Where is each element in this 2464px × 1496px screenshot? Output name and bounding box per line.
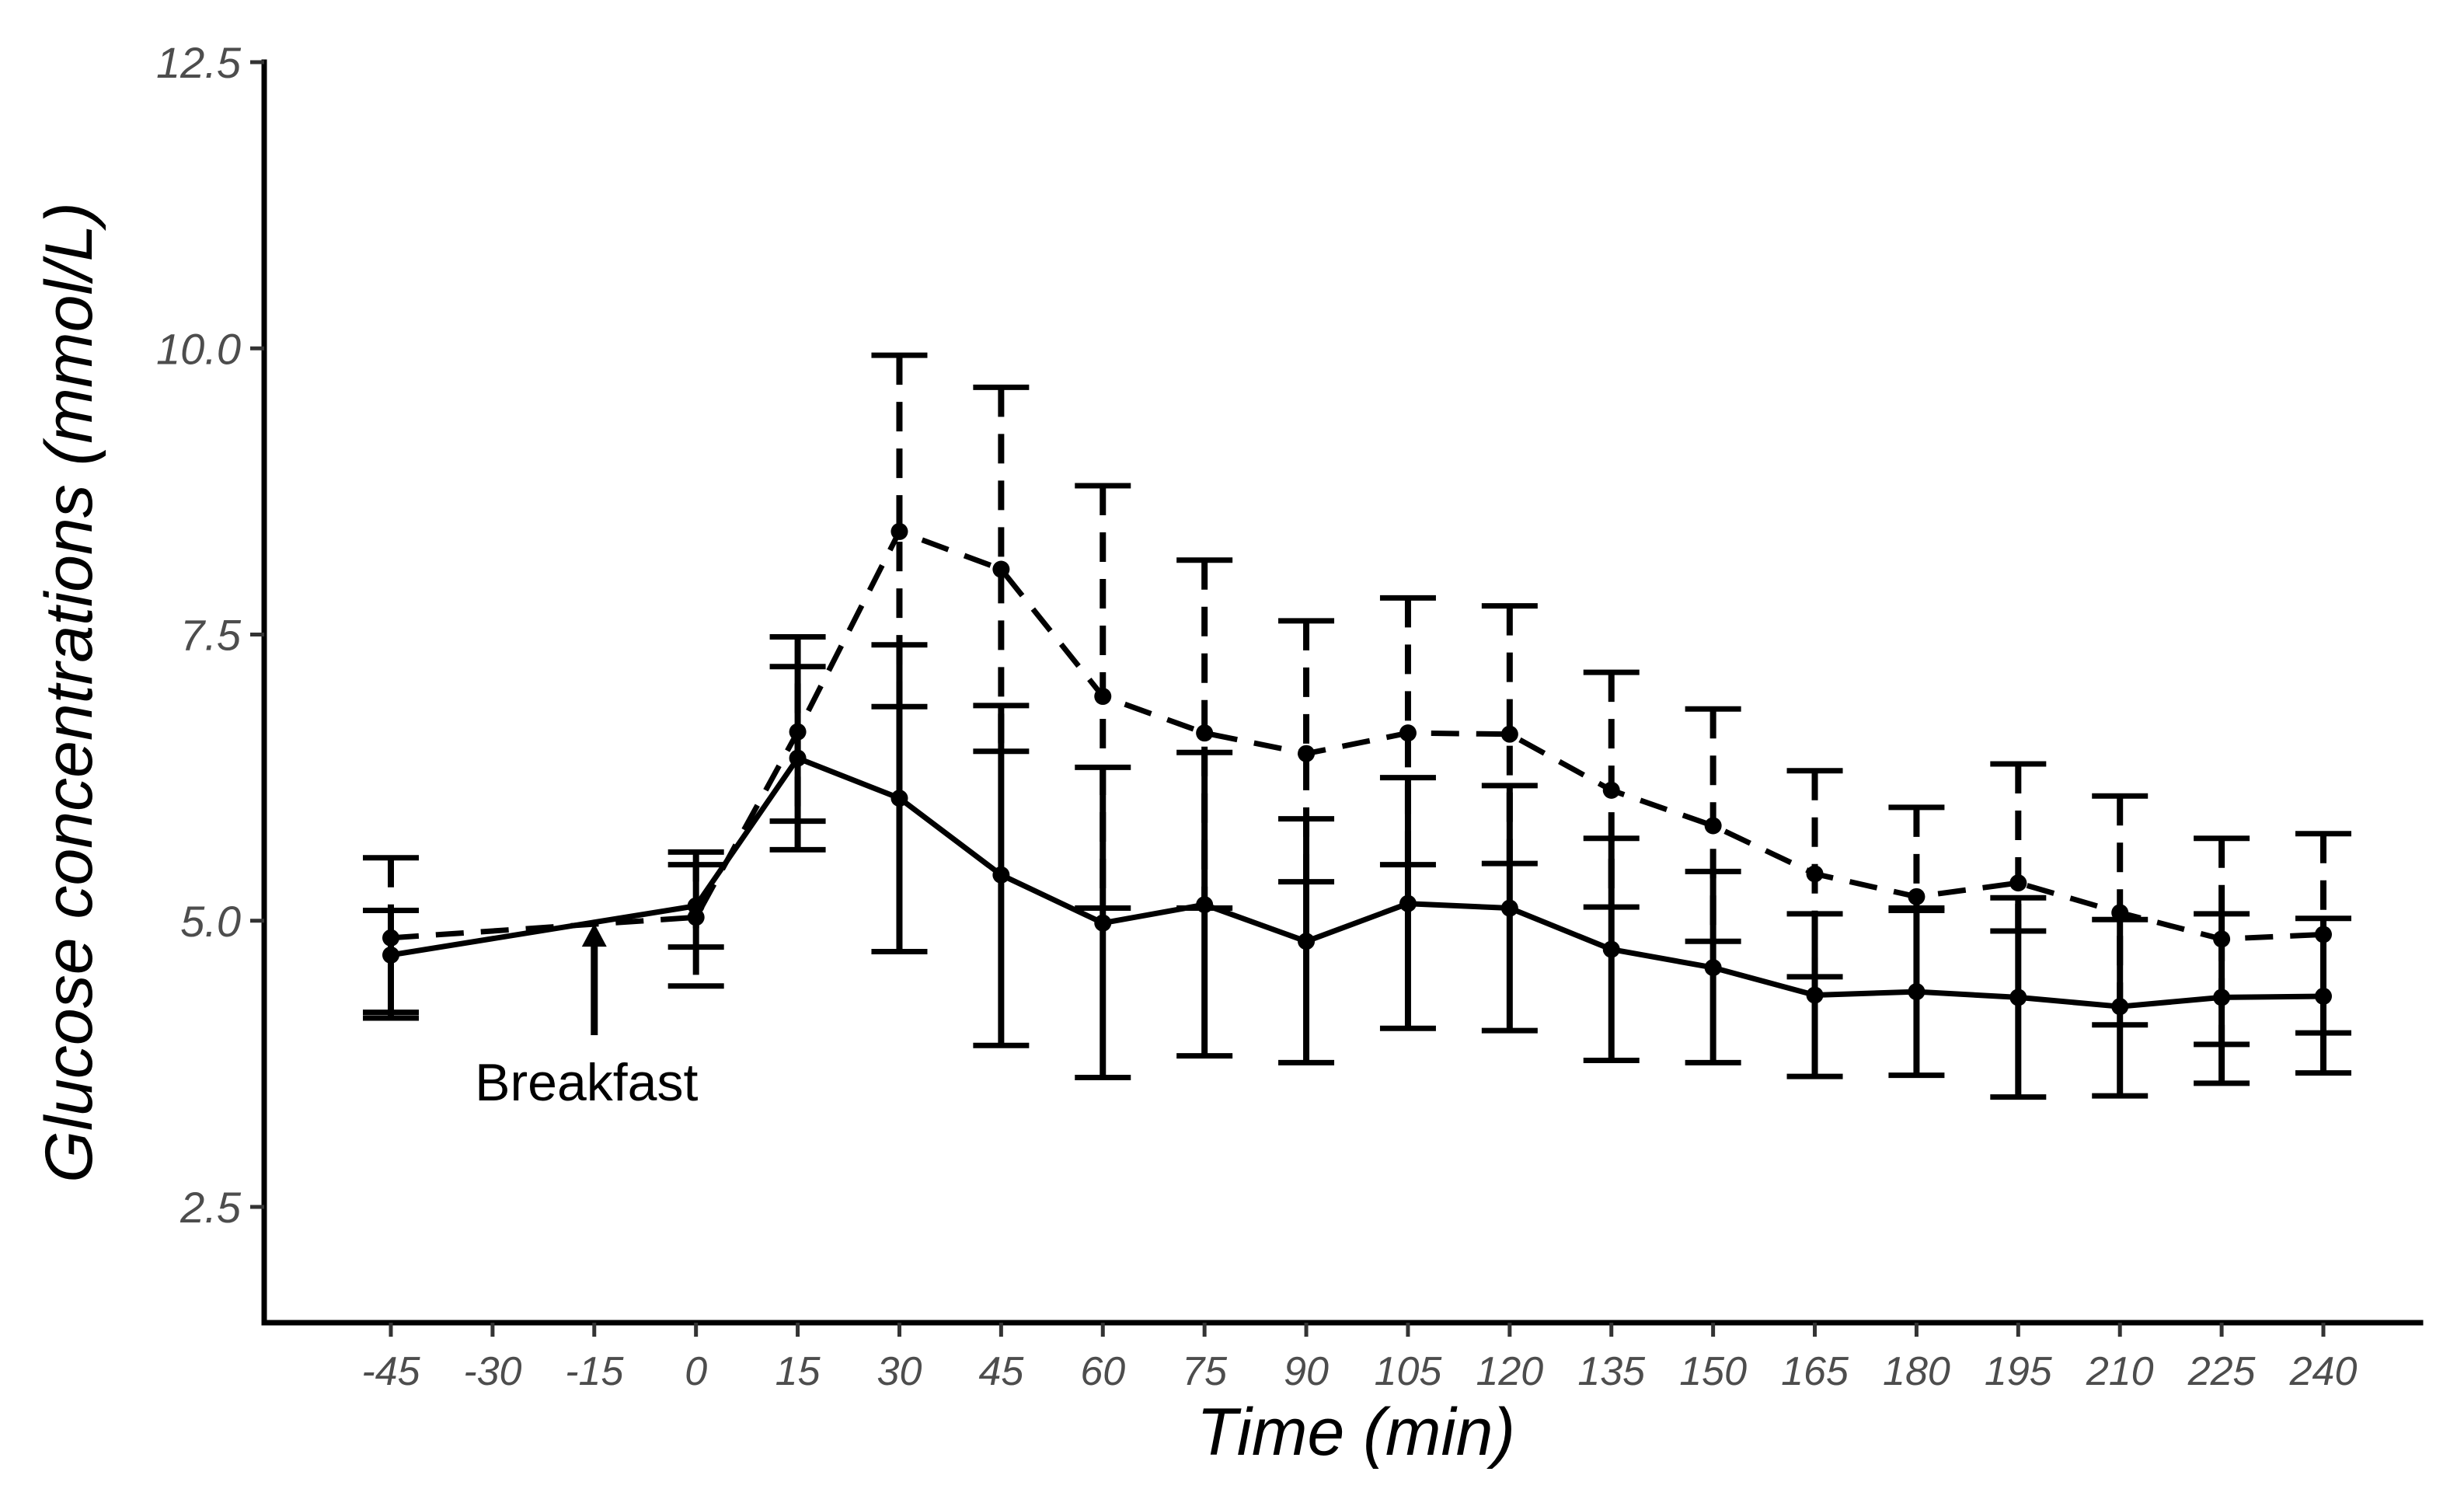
dashed-data-point xyxy=(1399,724,1417,742)
solid-data-point xyxy=(1094,914,1112,932)
solid-data-point xyxy=(789,749,807,767)
solid-data-point xyxy=(687,897,705,915)
x-tick-label: 45 xyxy=(978,1349,1024,1394)
dashed-data-point xyxy=(789,723,807,741)
axes: 2.5 5.0 7.5 10.0 12.5 -45 -30 -15 0 15 30 45 60 75 90 1… xyxy=(156,38,2424,1394)
solid-data-point xyxy=(1399,894,1417,912)
x-tick-label: 30 xyxy=(877,1349,922,1394)
dashed-data-point xyxy=(2213,930,2231,948)
dashed-data-point xyxy=(1602,781,1620,799)
x-tick-label: 0 xyxy=(685,1349,707,1394)
dashed-data-point xyxy=(1704,817,1722,835)
x-tick-label: 60 xyxy=(1080,1349,1125,1394)
breakfast-arrow-head xyxy=(581,923,607,947)
x-tick-label: 210 xyxy=(2086,1349,2154,1394)
x-tick-label: 105 xyxy=(1375,1349,1443,1394)
annotations: Breakfast xyxy=(475,923,699,1112)
solid-data-point xyxy=(1602,940,1620,958)
dashed-data-point xyxy=(1806,865,1824,883)
x-axis-title: Time (min) xyxy=(1197,1395,1515,1470)
x-tick-label: -45 xyxy=(361,1349,420,1394)
y-tick-label: 7.5 xyxy=(180,611,242,660)
dashed-data-point xyxy=(1196,724,1214,742)
dashed-data-point xyxy=(382,929,399,947)
solid-data-point xyxy=(1500,899,1518,917)
x-tick-label: 135 xyxy=(1577,1349,1646,1394)
series-lines xyxy=(390,528,2324,1010)
dashed-data-point xyxy=(1908,887,1926,905)
solid-data-point xyxy=(2315,987,2332,1005)
y-axis-title: Glucose concentrations (mmol/L) xyxy=(32,202,106,1183)
x-tick-label: 75 xyxy=(1182,1349,1228,1394)
solid-series-line xyxy=(390,755,2324,1010)
dashed-data-point xyxy=(890,522,908,540)
x-tick-label: 90 xyxy=(1284,1349,1329,1394)
breakfast-annotation-label: Breakfast xyxy=(475,1053,698,1112)
x-tick-label: 15 xyxy=(775,1349,821,1394)
y-tick-label: 12.5 xyxy=(156,38,242,87)
dashed-data-point xyxy=(2315,926,2332,943)
x-tick-label: 180 xyxy=(1883,1349,1950,1394)
dashed-data-point xyxy=(2111,904,2129,922)
solid-data-point xyxy=(2009,989,2027,1006)
dashed-data-point xyxy=(2009,874,2027,892)
x-tick-label: 150 xyxy=(1679,1349,1747,1394)
dashed-data-point xyxy=(1500,725,1518,743)
solid-data-point xyxy=(2213,989,2231,1006)
solid-data-point xyxy=(890,790,908,807)
solid-data-point xyxy=(2111,998,2129,1016)
y-tick-label: 10.0 xyxy=(156,324,241,373)
solid-data-point xyxy=(382,946,399,964)
error-bars xyxy=(363,352,2351,1100)
data-points xyxy=(382,522,2332,1016)
x-tick-label: 240 xyxy=(2289,1349,2358,1394)
axis-text: Time (min) Glucose concentrations (mmol/… xyxy=(32,202,1515,1470)
y-tick-label: 2.5 xyxy=(179,1183,242,1232)
x-tick-label: 120 xyxy=(1476,1349,1543,1394)
x-tick-label: -15 xyxy=(565,1349,624,1394)
solid-data-point xyxy=(1704,959,1722,977)
dashed-data-point xyxy=(1298,745,1316,762)
dashed-data-point xyxy=(992,560,1010,578)
x-tick-label: 195 xyxy=(1985,1349,2053,1394)
x-tick-label: 225 xyxy=(2187,1349,2257,1394)
dashed-data-point xyxy=(1094,688,1112,706)
solid-data-point xyxy=(1196,896,1214,914)
solid-data-point xyxy=(1298,933,1316,950)
dashed-series-line xyxy=(390,528,2324,942)
solid-data-point xyxy=(992,866,1010,884)
solid-data-point xyxy=(1806,986,1824,1004)
y-tick-label: 5.0 xyxy=(180,897,241,946)
x-tick-label: 165 xyxy=(1781,1349,1849,1394)
solid-data-point xyxy=(1908,983,1926,1001)
x-tick-label: -30 xyxy=(463,1349,521,1394)
